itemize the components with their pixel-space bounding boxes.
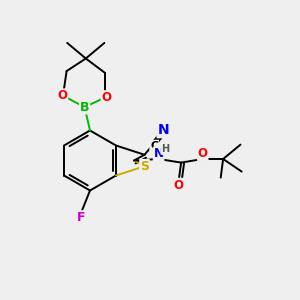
Text: F: F bbox=[77, 211, 85, 224]
Text: O: O bbox=[57, 89, 68, 102]
Text: O: O bbox=[174, 178, 184, 192]
Text: N: N bbox=[154, 147, 164, 161]
Text: S: S bbox=[140, 160, 149, 173]
Text: O: O bbox=[198, 147, 208, 160]
Text: N: N bbox=[158, 123, 169, 137]
Text: C: C bbox=[150, 140, 158, 151]
Text: O: O bbox=[101, 91, 112, 104]
Text: B: B bbox=[80, 100, 89, 114]
Text: H: H bbox=[161, 144, 169, 154]
